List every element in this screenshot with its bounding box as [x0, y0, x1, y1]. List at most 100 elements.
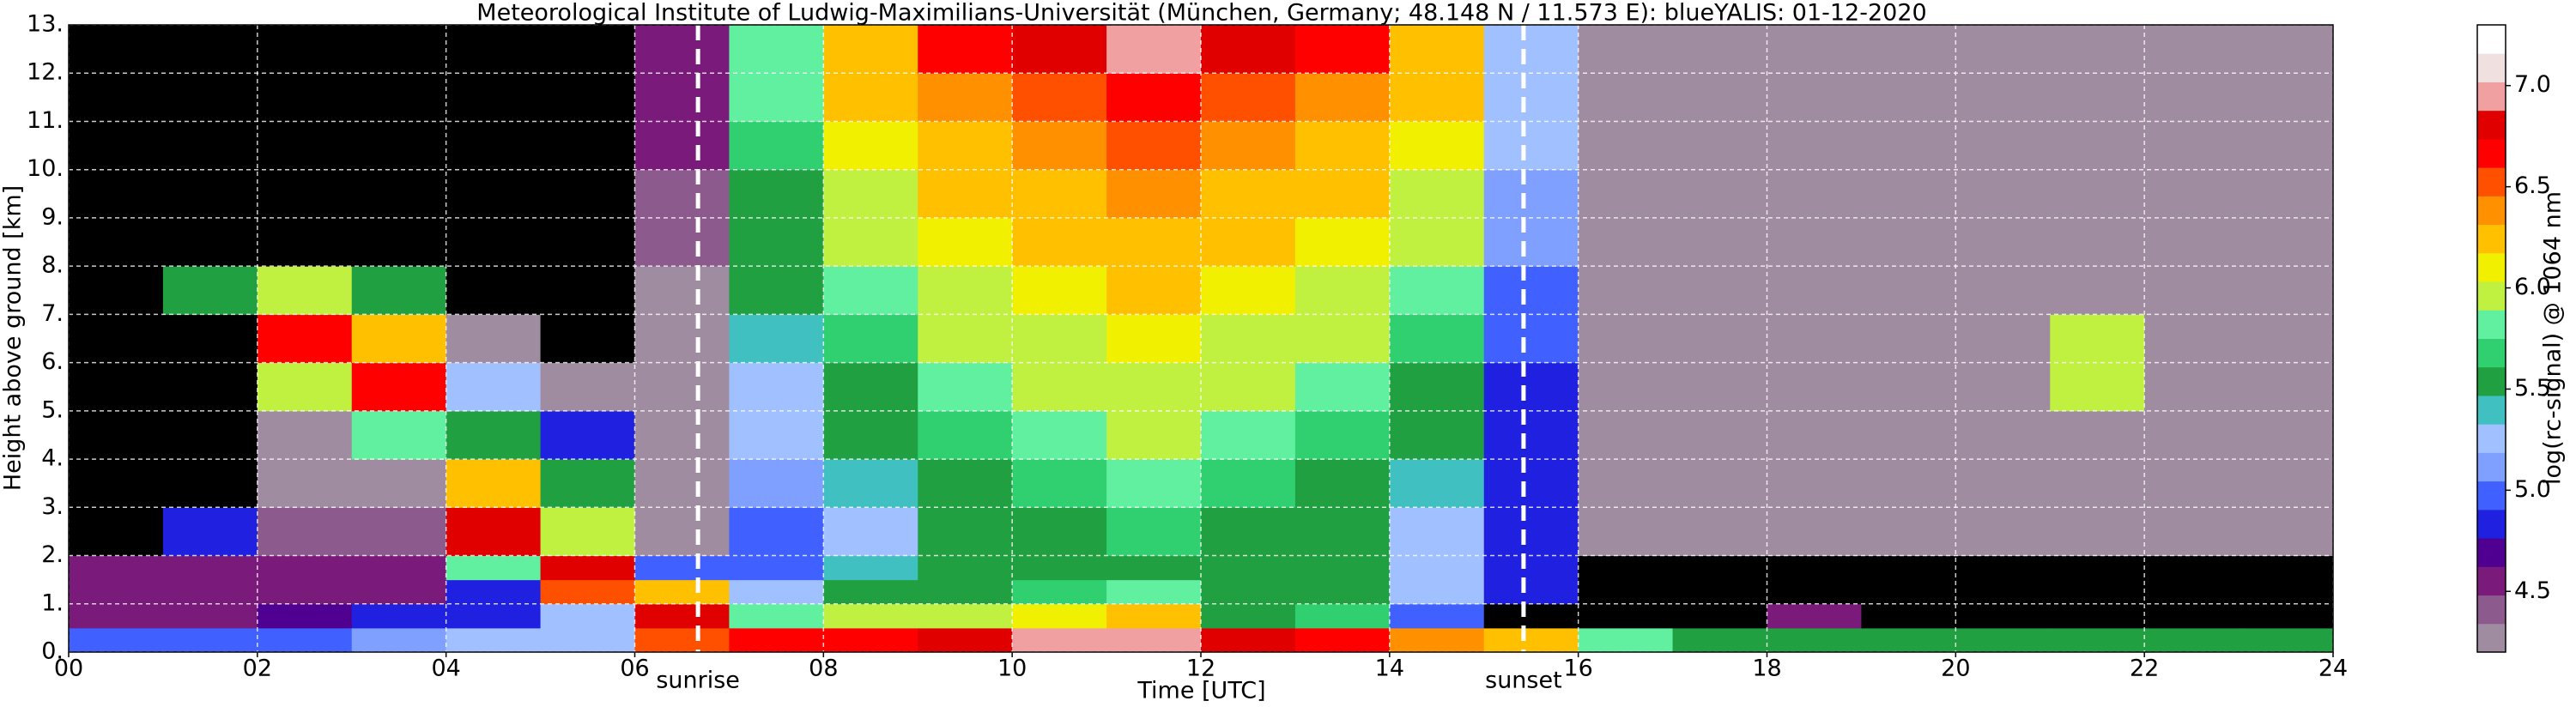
heatmap-cell	[1578, 627, 1674, 653]
colorbar-swatch	[2477, 452, 2506, 482]
colorbar-swatch	[2477, 224, 2506, 254]
heatmap-cell	[1201, 169, 1296, 219]
heatmap-cell	[634, 507, 730, 557]
heatmap-cell	[540, 25, 635, 74]
heatmap-cell	[1672, 627, 1767, 653]
heatmap-cell	[1861, 410, 1956, 460]
heatmap-cell	[1201, 410, 1296, 460]
heatmap-cell	[1672, 25, 1767, 74]
heatmap-cell	[351, 169, 447, 219]
heatmap-cell	[1483, 579, 1579, 605]
heatmap-cell	[1767, 555, 1862, 581]
heatmap-cell	[1578, 459, 1674, 508]
heatmap-cell	[257, 459, 353, 508]
heatmap-cell	[445, 121, 542, 171]
heatmap-cell	[2239, 266, 2334, 315]
heatmap-cell	[634, 603, 730, 629]
heatmap-cell	[69, 627, 164, 653]
heatmap-cell	[162, 314, 258, 364]
heatmap-cell	[2144, 217, 2240, 267]
heatmap-cell	[351, 459, 447, 508]
heatmap-cell	[1294, 603, 1391, 629]
heatmap-cell	[1012, 555, 1107, 581]
y-tick-label: 13.	[27, 11, 64, 38]
heatmap-cell	[1012, 25, 1107, 74]
heatmap-cell	[351, 73, 447, 122]
heatmap-cell	[2050, 266, 2145, 315]
heatmap-cell	[2239, 579, 2334, 605]
heatmap-cell	[445, 73, 542, 122]
heatmap-cell	[1106, 362, 1202, 412]
heatmap-cell	[162, 217, 258, 267]
heatmap-cell	[1389, 459, 1485, 508]
heatmap-cell	[2144, 266, 2240, 315]
heatmap-cell	[1106, 507, 1202, 557]
heatmap-cell	[69, 169, 164, 219]
heatmap-cell	[162, 169, 258, 219]
heatmap-cell	[2144, 507, 2240, 557]
heatmap-cell	[1294, 266, 1391, 315]
heatmap-cell	[1672, 507, 1767, 557]
colorbar-swatch	[2477, 82, 2506, 112]
heatmap-cell	[918, 507, 1013, 557]
heatmap-cell	[1389, 555, 1485, 581]
heatmap-cell	[540, 410, 635, 460]
heatmap-cell	[1578, 362, 1674, 412]
heatmap-cell	[1672, 603, 1767, 629]
heatmap-cell	[445, 266, 542, 315]
heatmap-cell	[1672, 266, 1767, 315]
heatmap-cell	[918, 169, 1013, 219]
heatmap-cell	[162, 603, 258, 629]
heatmap-cell	[1201, 25, 1296, 74]
heatmap-cell	[1294, 73, 1391, 122]
heatmap-cell	[1861, 73, 1956, 122]
heatmap-cell	[257, 555, 353, 581]
heatmap-cell	[257, 169, 353, 219]
heatmap-cell	[1955, 555, 2051, 581]
heatmap-cell	[2144, 410, 2240, 460]
heatmap-cell	[1294, 121, 1391, 171]
heatmap-cell	[1389, 169, 1485, 219]
colorbar-tick-label: 4.5	[2514, 577, 2551, 604]
heatmap-cell	[162, 266, 258, 315]
heatmap-cell	[540, 362, 635, 412]
heatmap-cell	[1767, 25, 1862, 74]
heatmap-cell	[1201, 603, 1296, 629]
colorbar-swatch	[2477, 138, 2506, 168]
heatmap-cell	[1012, 579, 1107, 605]
heatmap-cell	[2144, 627, 2240, 653]
heatmap-cell	[1012, 362, 1107, 412]
heatmap-cell	[1389, 507, 1485, 557]
heatmap-cell	[918, 73, 1013, 122]
heatmap-cell	[634, 73, 730, 122]
y-tick-label: 11.	[27, 107, 64, 134]
heatmap-cell	[1861, 314, 1956, 364]
heatmap-cell	[1106, 25, 1202, 74]
colorbar-tick-label: 5.5	[2514, 375, 2551, 402]
x-tick-label: 00	[54, 656, 83, 682]
heatmap-cell	[823, 459, 918, 508]
heatmap-cell	[1012, 266, 1107, 315]
heatmap-cell	[1861, 627, 1956, 653]
heatmap-cell	[634, 362, 730, 412]
heatmap-cell	[634, 627, 730, 653]
heatmap-cell	[1767, 266, 1862, 315]
heatmap-cell	[2239, 217, 2334, 267]
heatmap-cell	[1294, 555, 1391, 581]
heatmap-cell	[2050, 25, 2145, 74]
heatmap-cell	[1483, 459, 1579, 508]
heatmap-cell	[257, 314, 353, 364]
heatmap-cell	[1294, 579, 1391, 605]
colorbar-tick-label: 6.0	[2514, 274, 2551, 300]
heatmap-cell	[2144, 579, 2240, 605]
heatmap-cell	[1012, 507, 1107, 557]
heatmap-cell	[2050, 603, 2145, 629]
heatmap-cell	[1578, 410, 1674, 460]
heatmap-cell	[351, 507, 447, 557]
heatmap-cell	[2239, 314, 2334, 364]
heatmap-cell	[2050, 579, 2145, 605]
colorbar-swatch	[2477, 480, 2506, 511]
heatmap-cell	[1012, 459, 1107, 508]
y-tick-label: 7.	[41, 300, 64, 327]
heatmap-cell	[1106, 266, 1202, 315]
